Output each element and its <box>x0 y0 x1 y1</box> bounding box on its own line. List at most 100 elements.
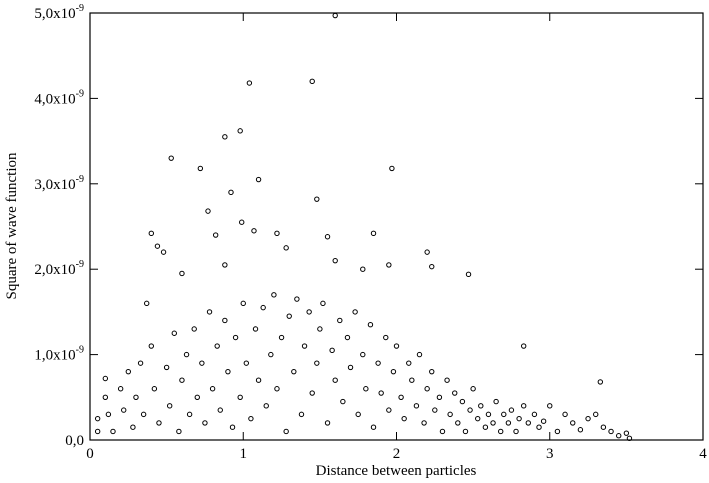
point <box>383 334 389 341</box>
point <box>183 351 190 358</box>
point <box>263 403 269 409</box>
point <box>352 309 358 315</box>
point <box>171 330 177 336</box>
point <box>332 257 338 264</box>
point <box>186 411 193 418</box>
x-tick-label: 4 <box>699 446 707 462</box>
point <box>268 351 274 358</box>
point <box>130 424 136 430</box>
point <box>409 377 415 383</box>
point <box>197 165 204 172</box>
point <box>485 411 492 418</box>
x-tick-label: 2 <box>393 446 401 462</box>
point <box>163 364 170 371</box>
y-tick-label: 2,0x10-9 <box>34 259 84 278</box>
point <box>239 219 245 225</box>
point <box>176 428 182 435</box>
point <box>102 394 109 400</box>
point <box>154 243 161 249</box>
point <box>513 428 519 435</box>
point <box>255 377 262 383</box>
plot-frame <box>89 12 704 441</box>
point <box>482 424 489 430</box>
point <box>229 424 236 430</box>
point <box>424 386 430 392</box>
point <box>490 420 496 426</box>
point <box>508 407 515 413</box>
y-tick-mantissa: 2,0x10 <box>34 262 75 278</box>
point <box>597 379 604 385</box>
point <box>148 343 155 349</box>
point <box>324 234 331 240</box>
point <box>251 228 257 234</box>
point <box>166 403 173 409</box>
point <box>616 433 622 439</box>
point <box>386 407 392 413</box>
point <box>401 415 407 422</box>
y-tick-mantissa: 3,0x10 <box>34 177 75 193</box>
point <box>225 368 231 375</box>
point <box>462 428 469 435</box>
y-tick-label: 4,0x10-9 <box>34 88 84 107</box>
point <box>554 428 561 435</box>
point <box>237 394 243 400</box>
y-axis-label: Square of wave function <box>4 152 20 300</box>
point <box>355 411 361 418</box>
point <box>324 420 331 426</box>
point <box>455 420 461 426</box>
point <box>465 271 472 278</box>
point <box>222 134 228 140</box>
y-tick-label: 5,0x10-9 <box>34 3 84 22</box>
point <box>360 266 366 272</box>
y-tick-mantissa: 5,0x10 <box>34 6 75 22</box>
point <box>360 351 366 358</box>
point <box>393 343 400 349</box>
point <box>398 394 404 400</box>
point <box>626 435 633 441</box>
point <box>194 394 200 400</box>
y-tick-exponent: -9 <box>76 3 84 14</box>
y-tick-label: 3,0x10-9 <box>34 174 84 193</box>
point <box>470 386 476 392</box>
point <box>320 300 326 307</box>
point <box>94 428 101 435</box>
point <box>562 411 568 418</box>
point <box>240 300 246 307</box>
point <box>623 430 630 436</box>
point <box>363 386 369 392</box>
point <box>252 326 259 332</box>
point <box>199 360 205 366</box>
y-tick-mantissa: 4,0x10 <box>34 91 75 107</box>
point <box>525 420 531 426</box>
point <box>125 368 132 375</box>
point <box>444 377 450 383</box>
point <box>536 424 542 430</box>
x-tick-label: 3 <box>546 446 554 462</box>
point <box>531 411 538 418</box>
point <box>593 411 599 418</box>
point <box>243 360 250 366</box>
point <box>248 415 254 422</box>
point <box>389 165 395 172</box>
point <box>386 262 392 268</box>
point <box>367 322 374 328</box>
point <box>291 368 297 375</box>
y-tick-exponent: -9 <box>76 345 84 356</box>
point <box>294 296 300 302</box>
y-tick-exponent: -9 <box>76 174 84 185</box>
point <box>228 189 234 196</box>
point <box>117 386 124 392</box>
point <box>140 411 147 418</box>
point <box>600 424 607 430</box>
point <box>375 360 381 366</box>
point <box>260 304 266 311</box>
x-axis-label: Distance between particles <box>316 463 477 479</box>
point <box>274 230 280 237</box>
point <box>370 424 377 430</box>
point <box>148 230 155 237</box>
point <box>406 360 412 366</box>
point <box>344 334 351 341</box>
y-tick-exponent: -9 <box>76 88 84 99</box>
point <box>421 420 427 426</box>
point <box>168 155 174 161</box>
